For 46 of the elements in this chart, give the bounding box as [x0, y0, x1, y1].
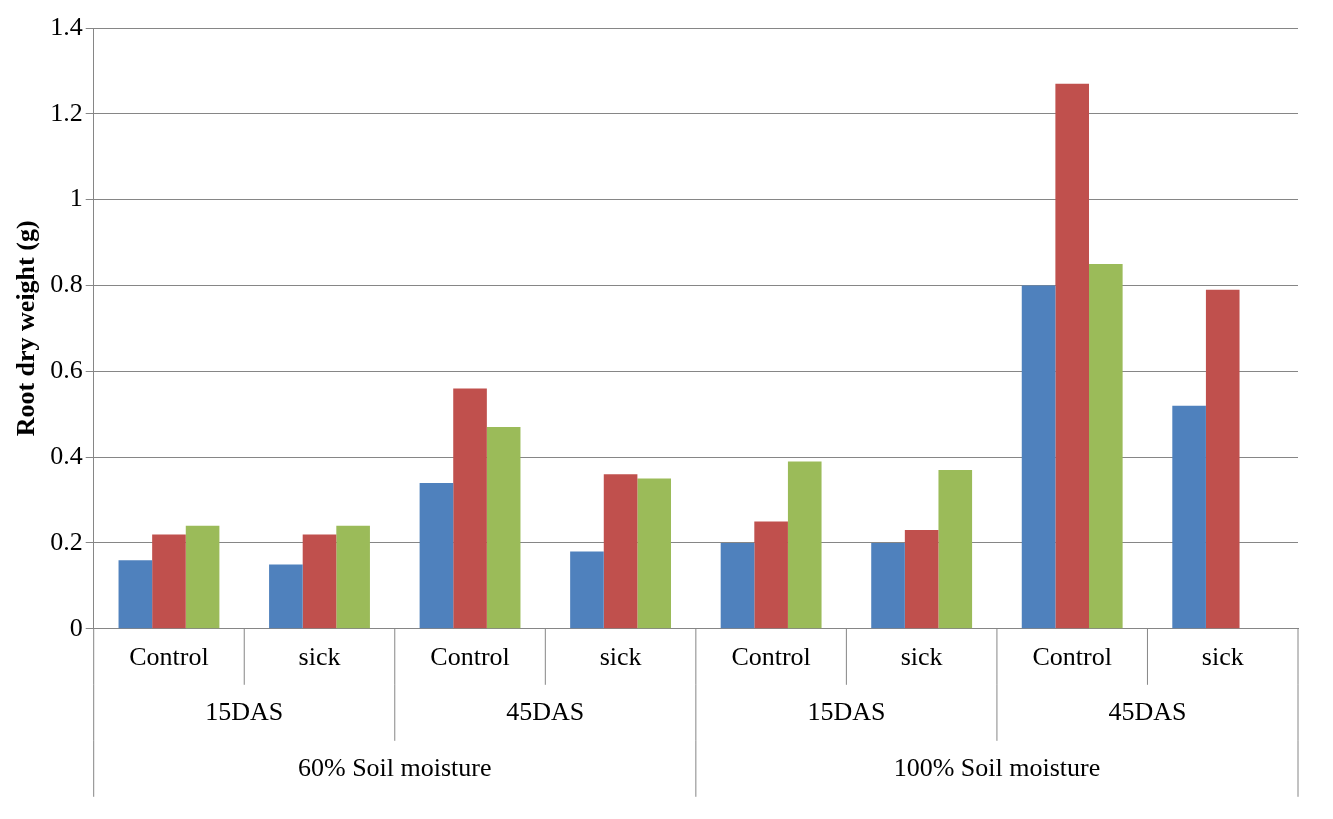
bar: [453, 388, 487, 629]
y-tick-label: 1.2: [50, 97, 83, 127]
x-tick-label: sick: [900, 642, 943, 672]
bar: [118, 560, 153, 629]
bar: [269, 564, 303, 629]
bar: [754, 521, 788, 629]
bar: [336, 525, 370, 629]
bar: [185, 525, 220, 629]
x-tick-label: sick: [298, 642, 341, 672]
bar: [152, 534, 186, 629]
text: 15DAS: [807, 696, 886, 726]
y-tick-label: 0.4: [50, 440, 83, 470]
y-tick-label: 1: [69, 183, 83, 213]
bar: [1172, 405, 1206, 629]
bar: [1055, 83, 1089, 629]
text: 45DAS: [506, 696, 585, 726]
y-tick-label: 0: [69, 612, 83, 642]
y-tick-label: 0.6: [50, 355, 83, 385]
x-tick-label: sick: [1201, 642, 1244, 672]
y-tick-label: 1.4: [50, 11, 83, 41]
x-tick-label: Control: [129, 642, 209, 672]
bar: [486, 427, 521, 629]
bar: [419, 482, 454, 629]
bar: [720, 542, 755, 629]
x-tick-label: sick: [599, 642, 642, 672]
bar: [938, 470, 973, 629]
bar: [302, 534, 337, 629]
y-tick-label: 0.8: [50, 269, 83, 299]
x-tick-label: Control: [430, 642, 510, 672]
x-tick-label: Control: [731, 642, 811, 672]
bar: [1021, 285, 1056, 629]
y-axis-title: Root dry weight (g): [11, 220, 41, 437]
y-tick-label: 0.2: [50, 526, 83, 556]
bar: [637, 478, 672, 629]
bar: [871, 542, 905, 629]
bar: [787, 461, 822, 629]
bar: [1205, 289, 1240, 629]
text: 100% Soil moisture: [893, 752, 1101, 782]
text: 15DAS: [205, 696, 284, 726]
bar: [1089, 264, 1123, 629]
bar: [570, 551, 604, 629]
text: 60% Soil moisture: [297, 752, 492, 782]
bar: [904, 530, 939, 629]
text: 45DAS: [1108, 696, 1187, 726]
x-tick-label: Control: [1032, 642, 1112, 672]
bar: [603, 474, 638, 629]
